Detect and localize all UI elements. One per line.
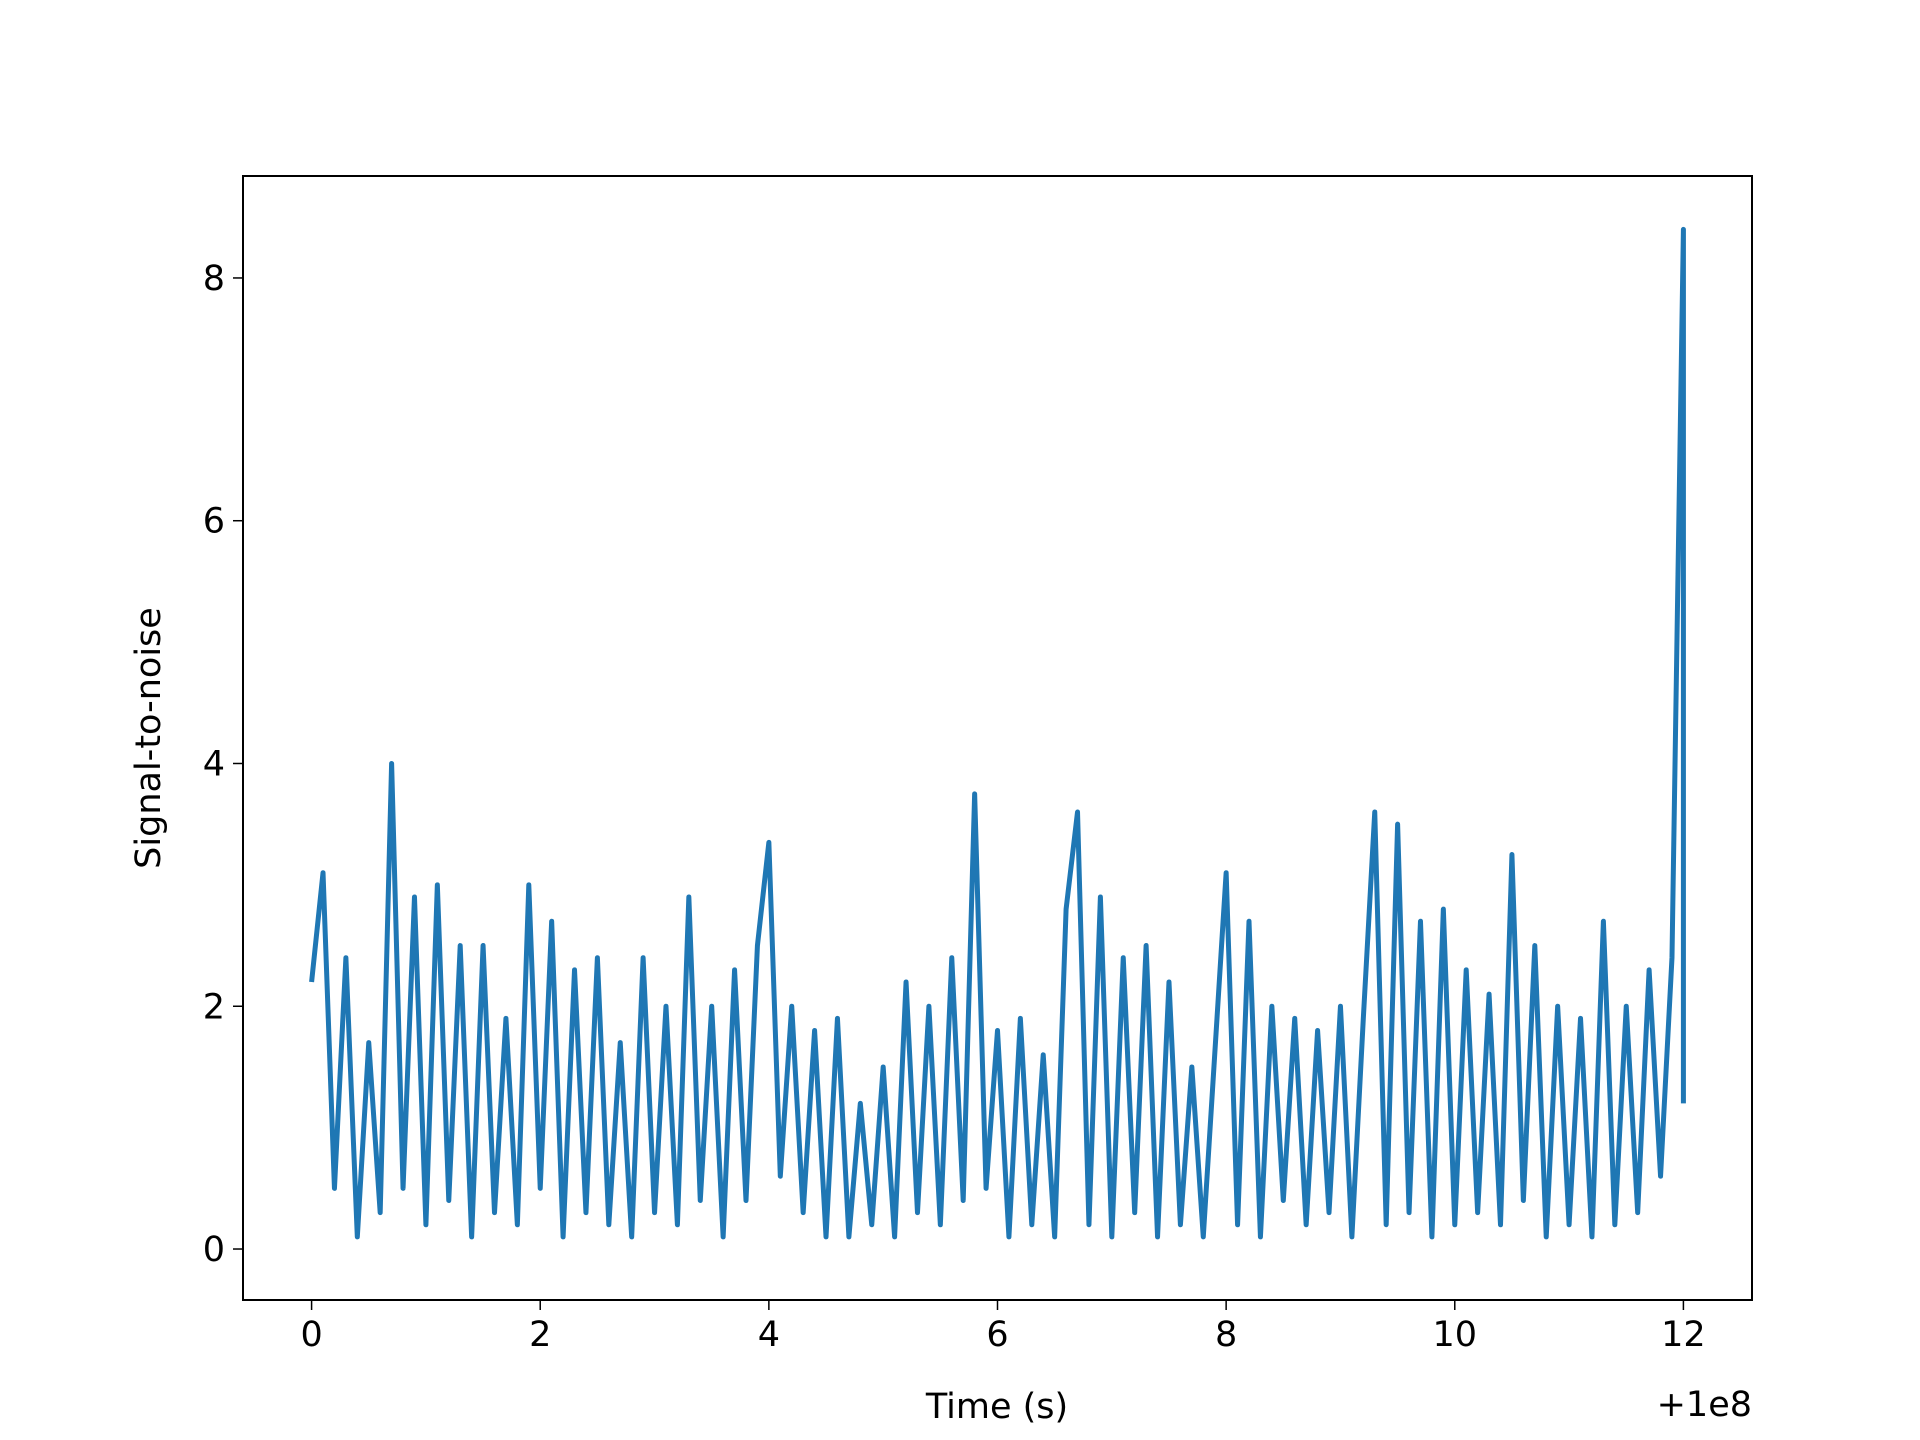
x-tick-label: 10: [1432, 1315, 1477, 1355]
y-axis-label: Signal-to-noise: [129, 607, 169, 869]
x-tick-label: 4: [758, 1315, 780, 1355]
offset-text: +1e8: [1657, 1385, 1752, 1425]
x-tick-label: 8: [1215, 1315, 1237, 1355]
x-tick-label: 12: [1661, 1315, 1706, 1355]
y-tick-label: 0: [203, 1230, 225, 1270]
x-axis-label: Time (s): [925, 1387, 1068, 1427]
y-tick-label: 6: [203, 502, 225, 542]
x-tick-label: 0: [300, 1315, 322, 1355]
y-tick-label: 4: [203, 744, 225, 784]
x-tick-label: 6: [986, 1315, 1008, 1355]
x-tick-label: 2: [529, 1315, 551, 1355]
plot-frame: [242, 175, 1753, 1301]
signal-line: [309, 226, 1686, 1240]
y-tick-label: 2: [203, 987, 225, 1027]
y-tick-label: 8: [203, 259, 225, 299]
